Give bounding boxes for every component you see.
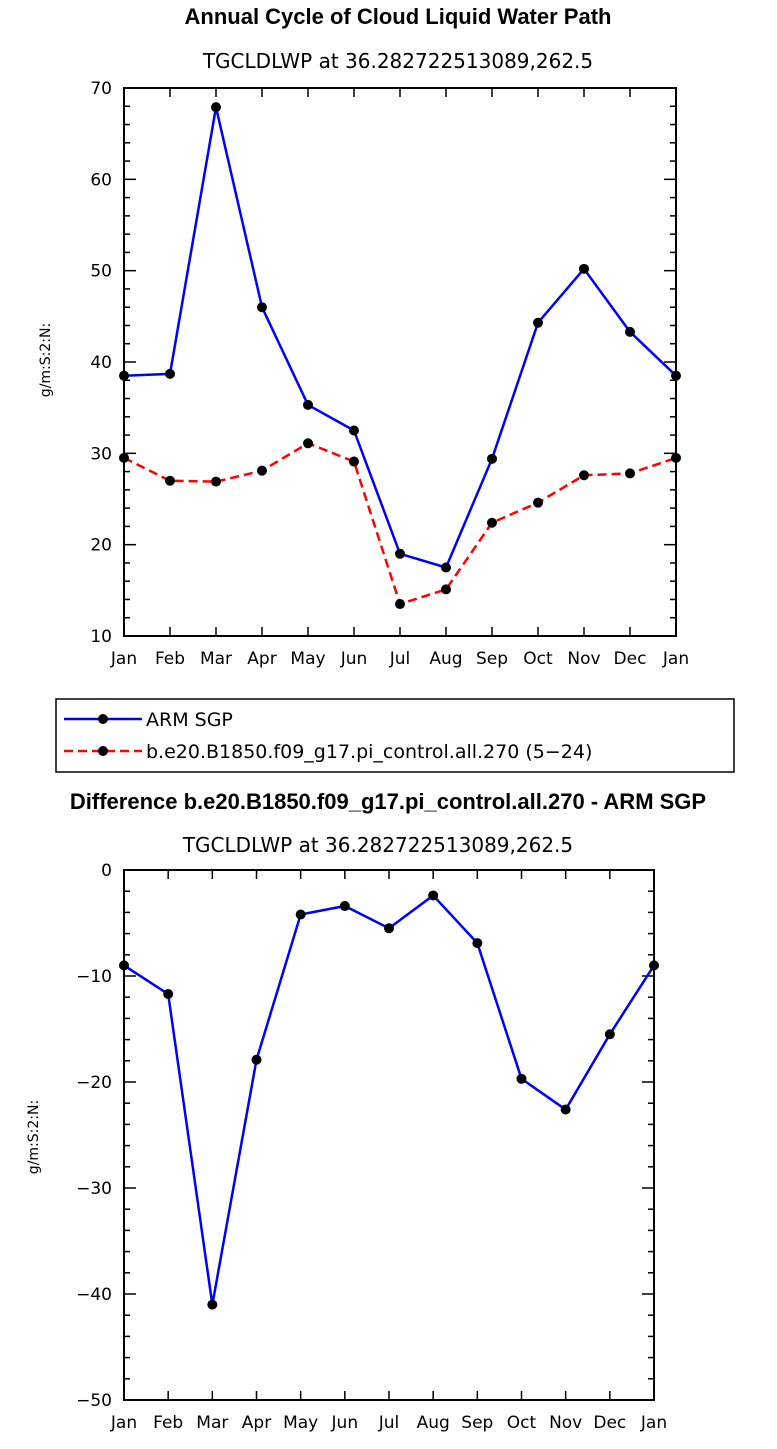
panel-2-series-1-point: [384, 923, 394, 934]
panel-2-series-1-point: [604, 1029, 615, 1040]
panel-2-series-1-point: [516, 1073, 527, 1084]
panel-2-ytick-label: −40: [76, 1285, 112, 1305]
panel-2-xtick-label: Dec: [593, 1413, 626, 1433]
panel-1-xtick-label: Jun: [340, 649, 368, 669]
panel-1-subtitle: TGCLDLWP at 36.282722513089,262.5: [202, 49, 593, 73]
panel-2-series-1-point: [649, 960, 659, 971]
panel-2-ylabel: g/m:S:2:N:: [26, 1100, 42, 1174]
panel-1-series-1-point: [211, 102, 221, 113]
panel-1-series-line-2: [123, 442, 677, 606]
legend-box: [55, 698, 735, 773]
panel-1-series-1-point: [257, 302, 267, 313]
panel-2-series-1-point: [163, 989, 174, 1000]
panel-1-plot-area: Jan Feb Mar Apr May Jun Jul Aug Sep Oct Nov Dec Jan1…: [90, 79, 689, 669]
panel-1-series-1-point: [119, 370, 129, 381]
panel-1-xtick-label: Oct: [523, 649, 553, 669]
panel-2-subtitle: TGCLDLWP at 36.282722513089,262.5: [182, 833, 573, 857]
panel-2-series-1-point: [560, 1104, 571, 1115]
legend-marker-model: [98, 746, 108, 756]
panel-2-series-1-point: [251, 1054, 262, 1065]
panel-1-series-2-point: [579, 470, 589, 481]
panel-1-title: Annual Cycle of Cloud Liquid Water Path: [185, 4, 612, 29]
panel-1-series-2-point: [533, 497, 543, 508]
panel-2-series-1-point: [339, 901, 350, 912]
panel-1-series-1-point: [165, 368, 175, 379]
panel-1-ytick-label: 10: [90, 627, 112, 647]
panel-2-xtick-label: May: [283, 1413, 318, 1433]
legend: ARM SGP b.e20.B1850.f09_g17.pi_control.a…: [55, 698, 735, 773]
panel-1-ytick-label: 50: [90, 262, 112, 282]
panel-1-series-2-point: [487, 517, 497, 528]
panel-2-series-1-point: [472, 938, 483, 949]
panel-2-series-1-point: [207, 1299, 218, 1310]
panel-2-series-line-1: [123, 894, 656, 1306]
panel-2-xtick-label: Aug: [417, 1413, 450, 1433]
panel-2-ytick-label: 0: [101, 861, 112, 881]
panel-1-xtick-label: Nov: [567, 649, 600, 669]
panel-1-series-2-point: [395, 599, 405, 610]
panel-1-xtick-label: Sep: [476, 649, 508, 669]
panel-2-xtick-label: Nov: [549, 1413, 582, 1433]
panel-1-ytick-label: 60: [90, 170, 112, 190]
panel-1-series-1-point: [303, 399, 313, 410]
panel-1-series-1-point: [533, 317, 543, 328]
panel-1-series-1-point: [487, 453, 497, 464]
panel-1-xtick-label: Jan: [662, 649, 689, 669]
panel-1-series-1-point: [349, 425, 359, 436]
panel-1-series-2-point: [257, 465, 267, 476]
panel-2-xtick-label: Jul: [378, 1413, 400, 1433]
panel-1-series-2-point: [165, 475, 175, 486]
panel-1-series-1-point: [579, 263, 589, 274]
panel-1-series-1-point: [671, 370, 681, 381]
panel-2-title: Difference b.e20.B1850.f09_g17.pi_contro…: [70, 789, 706, 814]
panel-1-ytick-label: 30: [90, 444, 112, 464]
legend-label-arm-sgp: ARM SGP: [146, 709, 233, 731]
panel-1-series-2-point: [349, 456, 359, 467]
panel-1-series-2-point: [211, 476, 221, 487]
panel-2-ytick-label: −20: [76, 1073, 112, 1093]
panel-1-ylabel: g/m:S:2:N:: [38, 323, 54, 397]
panel-2-xtick-label: Jan: [110, 1413, 137, 1433]
legend-label-model: b.e20.B1850.f09_g17.pi_control.all.270 (…: [146, 741, 592, 763]
panel-1-xtick-label: Jan: [110, 649, 137, 669]
panel-2-xtick-label: Jan: [640, 1413, 667, 1433]
panel-1-series-2-point: [441, 584, 451, 595]
panel-1-series-1-point: [625, 326, 635, 337]
panel-1-xtick-label: Aug: [429, 649, 462, 669]
panel-1-xtick-label: Jul: [389, 649, 411, 669]
panel-2-frame: [123, 869, 655, 1401]
legend-marker-arm-sgp: [98, 714, 108, 724]
panel-2: Difference b.e20.B1850.f09_g17.pi_contro…: [26, 789, 706, 1433]
panel-1-series-2-point: [625, 468, 635, 479]
panel-2-series-1-point: [295, 909, 306, 920]
panel-1-series-2-point: [671, 452, 681, 463]
panel-2-xtick-label: Mar: [196, 1413, 228, 1433]
panel-2-series-1-point: [119, 960, 129, 971]
panel-1-xtick-label: Apr: [247, 649, 276, 669]
panel-2-xtick-label: Feb: [153, 1413, 183, 1433]
panel-1-xtick-label: Mar: [200, 649, 232, 669]
panel-2-xtick-label: Jun: [331, 1413, 359, 1433]
panel-1-series-1-point: [441, 562, 451, 573]
panel-1: Annual Cycle of Cloud Liquid Water Path …: [38, 4, 689, 669]
panel-2-ytick-label: −30: [76, 1179, 112, 1199]
panel-1-series-line-1: [123, 105, 677, 569]
panel-2-ytick-label: −50: [76, 1391, 112, 1411]
panel-2-xtick-label: Apr: [242, 1413, 271, 1433]
panel-1-ytick-label: 70: [90, 79, 112, 99]
panel-2-xtick-label: Sep: [461, 1413, 493, 1433]
panel-1-series-2-point: [119, 452, 129, 463]
panel-2-plot-area: Jan Feb Mar Apr May Jun Jul Aug Sep Oct Nov Dec Jan−…: [76, 861, 667, 1433]
panel-2-xtick-label: Oct: [507, 1413, 537, 1433]
panel-2-ytick-label: −10: [76, 967, 112, 987]
panel-1-xtick-label: Dec: [614, 649, 647, 669]
panel-1-ytick-label: 40: [90, 353, 112, 373]
panel-1-ytick-label: 20: [90, 536, 112, 556]
panel-1-xtick-label: Feb: [155, 649, 185, 669]
panel-1-series-1-point: [395, 548, 405, 559]
panel-1-xtick-label: May: [290, 649, 325, 669]
panel-1-series-2-point: [303, 438, 313, 449]
panel-2-series-1-point: [428, 890, 439, 901]
